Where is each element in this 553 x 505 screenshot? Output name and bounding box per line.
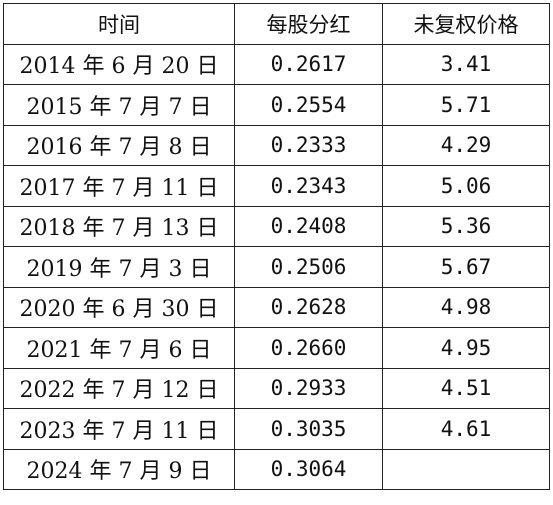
table-row: 2022 年 7 月 12 日 0.2933 4.51 [3,367,550,409]
date-cell: 2016 年 7 月 8 日 [3,124,235,166]
price-cell: 5.36 [382,205,550,247]
table-row: 2014 年 6 月 20 日 0.2617 3.41 [3,43,550,85]
dividend-cell: 0.2333 [234,124,383,166]
dividend-cell: 0.2628 [234,286,383,328]
price-cell: 4.61 [382,408,550,450]
table-row: 2017 年 7 月 11 日 0.2343 5.06 [3,165,550,207]
table-row: 2023 年 7 月 11 日 0.3035 4.61 [3,408,550,450]
dividend-cell: 0.2343 [234,165,383,207]
table-row: 2019 年 7 月 3 日 0.2506 5.67 [3,246,550,288]
price-cell: 5.71 [382,84,550,126]
date-cell: 2014 年 6 月 20 日 [3,43,235,85]
dividend-cell: 0.2408 [234,205,383,247]
date-cell: 2020 年 6 月 30 日 [3,286,235,328]
dividend-cell: 0.2933 [234,367,383,409]
table-body: 2014 年 6 月 20 日 0.2617 3.41 2015 年 7 月 7… [3,43,550,490]
price-cell: 4.51 [382,367,550,409]
header-price: 未复权价格 [382,3,550,45]
date-cell: 2022 年 7 月 12 日 [3,367,235,409]
date-cell: 2017 年 7 月 11 日 [3,165,235,207]
price-cell: 4.98 [382,286,550,328]
header-dividend: 每股分红 [234,3,383,45]
price-cell: 5.06 [382,165,550,207]
table-row: 2018 年 7 月 13 日 0.2408 5.36 [3,205,550,247]
price-cell [382,448,550,490]
date-cell: 2023 年 7 月 11 日 [3,408,235,450]
dividend-table: 时间 每股分红 未复权价格 2014 年 6 月 20 日 0.2617 3.4… [3,3,550,490]
price-cell: 5.67 [382,246,550,288]
price-cell: 3.41 [382,43,550,85]
dividend-cell: 0.2506 [234,246,383,288]
table-row: 2016 年 7 月 8 日 0.2333 4.29 [3,124,550,166]
dividend-cell: 0.3035 [234,408,383,450]
date-cell: 2024 年 7 月 9 日 [3,448,235,490]
date-cell: 2018 年 7 月 13 日 [3,205,235,247]
dividend-cell: 0.2617 [234,43,383,85]
date-cell: 2015 年 7 月 7 日 [3,84,235,126]
dividend-cell: 0.2660 [234,327,383,369]
date-cell: 2019 年 7 月 3 日 [3,246,235,288]
table-row: 2015 年 7 月 7 日 0.2554 5.71 [3,84,550,126]
table-row: 2021 年 7 月 6 日 0.2660 4.95 [3,327,550,369]
table-row: 2020 年 6 月 30 日 0.2628 4.98 [3,286,550,328]
table-row: 2024 年 7 月 9 日 0.3064 [3,448,550,490]
header-date: 时间 [3,3,235,45]
dividend-cell: 0.3064 [234,448,383,490]
dividend-cell: 0.2554 [234,84,383,126]
header-row: 时间 每股分红 未复权价格 [3,3,550,45]
price-cell: 4.29 [382,124,550,166]
price-cell: 4.95 [382,327,550,369]
date-cell: 2021 年 7 月 6 日 [3,327,235,369]
